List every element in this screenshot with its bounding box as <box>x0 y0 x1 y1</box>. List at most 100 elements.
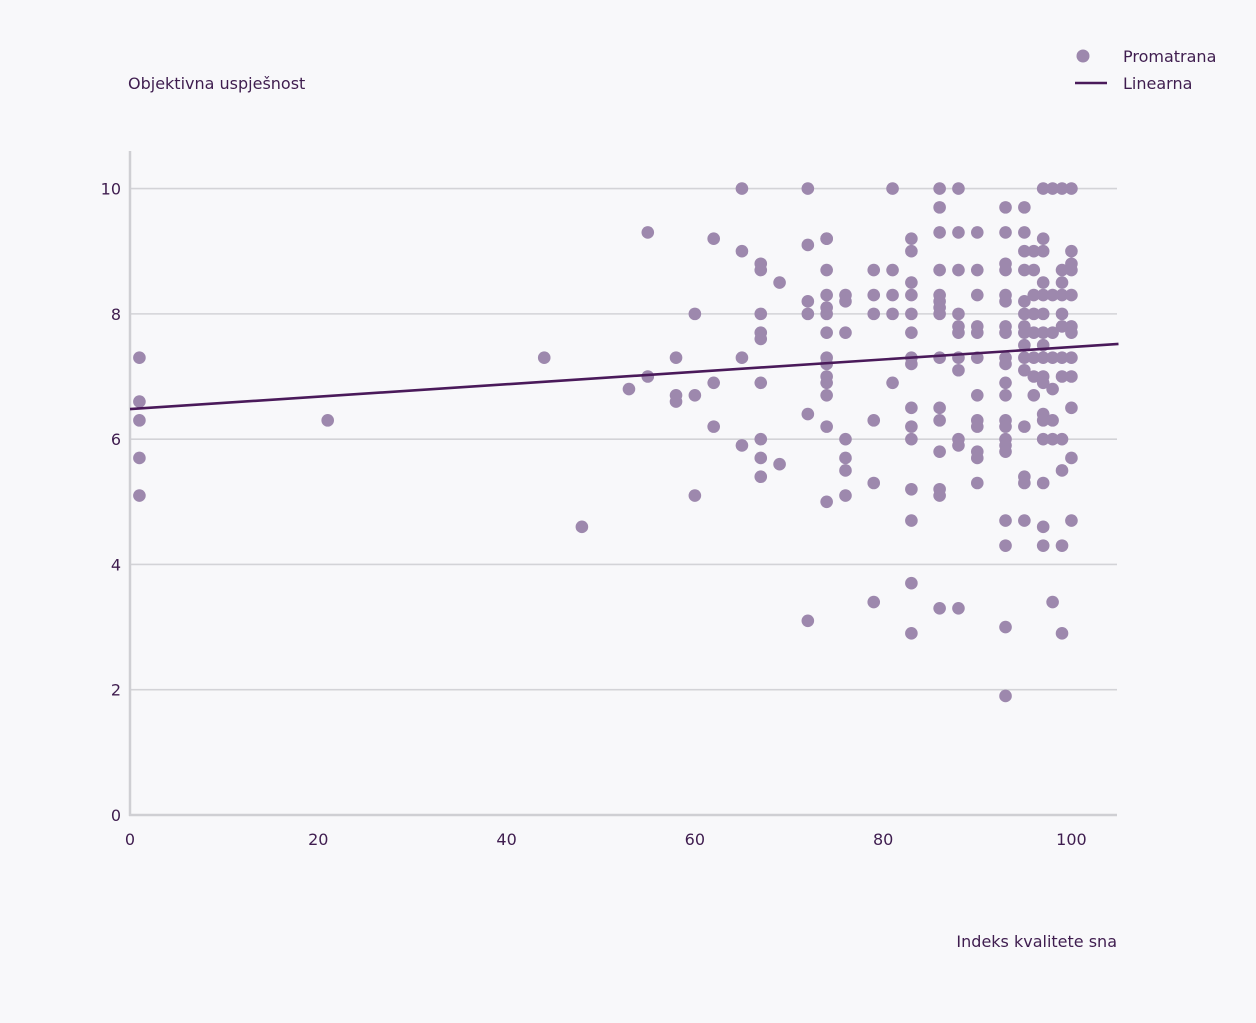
x-tick-label: 60 <box>685 830 705 849</box>
axes <box>128 151 1117 817</box>
y-tick-label: 0 <box>111 806 121 825</box>
data-point <box>1065 351 1078 365</box>
data-point <box>1065 451 1078 465</box>
data-point <box>886 182 899 195</box>
data-point <box>970 420 984 433</box>
data-point <box>1055 307 1069 321</box>
data-point <box>1065 326 1078 339</box>
data-point <box>1065 370 1078 383</box>
data-point <box>867 263 881 277</box>
data-point <box>820 420 833 433</box>
data-point <box>933 601 946 615</box>
data-point <box>575 520 589 534</box>
data-point <box>867 595 881 609</box>
data-point <box>820 263 833 277</box>
data-point <box>622 382 636 396</box>
data-point <box>1018 307 1031 321</box>
data-point <box>839 432 852 446</box>
data-point <box>1055 276 1069 289</box>
data-point <box>688 489 702 502</box>
data-point <box>735 439 749 452</box>
data-point <box>970 476 984 490</box>
x-tick-label: 80 <box>873 830 893 849</box>
data-point <box>641 226 655 239</box>
data-point <box>754 307 768 321</box>
data-point <box>1055 464 1069 477</box>
data-point <box>933 307 946 321</box>
legend-scatter-marker <box>1076 49 1090 63</box>
data-point <box>999 689 1012 703</box>
data-point <box>970 389 984 402</box>
data-point <box>952 363 965 377</box>
data-point <box>1027 307 1041 321</box>
data-point <box>905 288 918 302</box>
data-point <box>801 238 815 252</box>
data-point <box>1036 288 1050 302</box>
data-point <box>1018 263 1031 277</box>
data-point <box>801 295 815 308</box>
data-point <box>1027 288 1041 302</box>
data-point <box>133 351 146 365</box>
y-axis-title: Objektivna uspješnost <box>128 74 305 93</box>
data-point <box>970 263 984 277</box>
data-point <box>1036 476 1050 490</box>
data-point <box>952 326 965 339</box>
data-point <box>1046 351 1059 365</box>
data-point <box>1018 351 1031 365</box>
data-point <box>133 451 146 465</box>
data-point <box>999 539 1012 552</box>
legend-label-promatrana: Promatrana <box>1123 47 1216 66</box>
data-point <box>1055 288 1069 302</box>
data-point <box>905 276 918 289</box>
data-point <box>1036 432 1050 446</box>
data-point <box>999 326 1012 339</box>
data-point <box>773 276 786 289</box>
data-point <box>952 263 965 277</box>
data-point <box>669 395 683 408</box>
data-point <box>839 295 852 308</box>
data-point <box>820 307 833 321</box>
data-point <box>999 389 1012 402</box>
data-point <box>952 226 965 239</box>
data-point <box>933 401 946 415</box>
data-point <box>1018 338 1031 352</box>
data-point <box>1065 244 1078 258</box>
data-point <box>952 182 965 195</box>
data-point <box>952 601 965 615</box>
data-point <box>1065 263 1078 277</box>
data-point <box>1046 414 1059 427</box>
data-point <box>999 420 1012 433</box>
data-point <box>669 351 683 365</box>
data-point <box>688 307 702 321</box>
data-point <box>999 201 1012 214</box>
data-point <box>1065 401 1078 415</box>
y-tick-label: 8 <box>111 305 121 324</box>
data-point <box>1046 288 1059 302</box>
data-point <box>1027 244 1041 258</box>
data-point <box>867 476 881 490</box>
x-axis-title: Indeks kvalitete sna <box>956 932 1117 951</box>
data-point <box>1036 520 1050 534</box>
data-point <box>1027 263 1041 277</box>
data-point <box>801 407 815 421</box>
x-tick-label: 100 <box>1056 830 1087 849</box>
data-point <box>641 370 655 383</box>
x-tick-label: 20 <box>308 830 328 849</box>
data-point <box>1027 389 1041 402</box>
data-point <box>1018 226 1031 239</box>
data-point <box>886 288 899 302</box>
data-point <box>754 451 768 465</box>
data-point <box>820 376 833 390</box>
data-point <box>1036 376 1050 390</box>
data-point <box>707 376 720 390</box>
data-point <box>905 307 918 321</box>
data-point <box>905 514 918 527</box>
gridlines <box>130 187 1117 691</box>
data-point <box>905 357 918 371</box>
data-point <box>754 432 768 446</box>
data-point <box>933 182 946 195</box>
data-point <box>1018 420 1031 433</box>
data-point <box>1055 182 1069 195</box>
data-point <box>1055 432 1069 446</box>
data-point <box>1036 539 1050 552</box>
